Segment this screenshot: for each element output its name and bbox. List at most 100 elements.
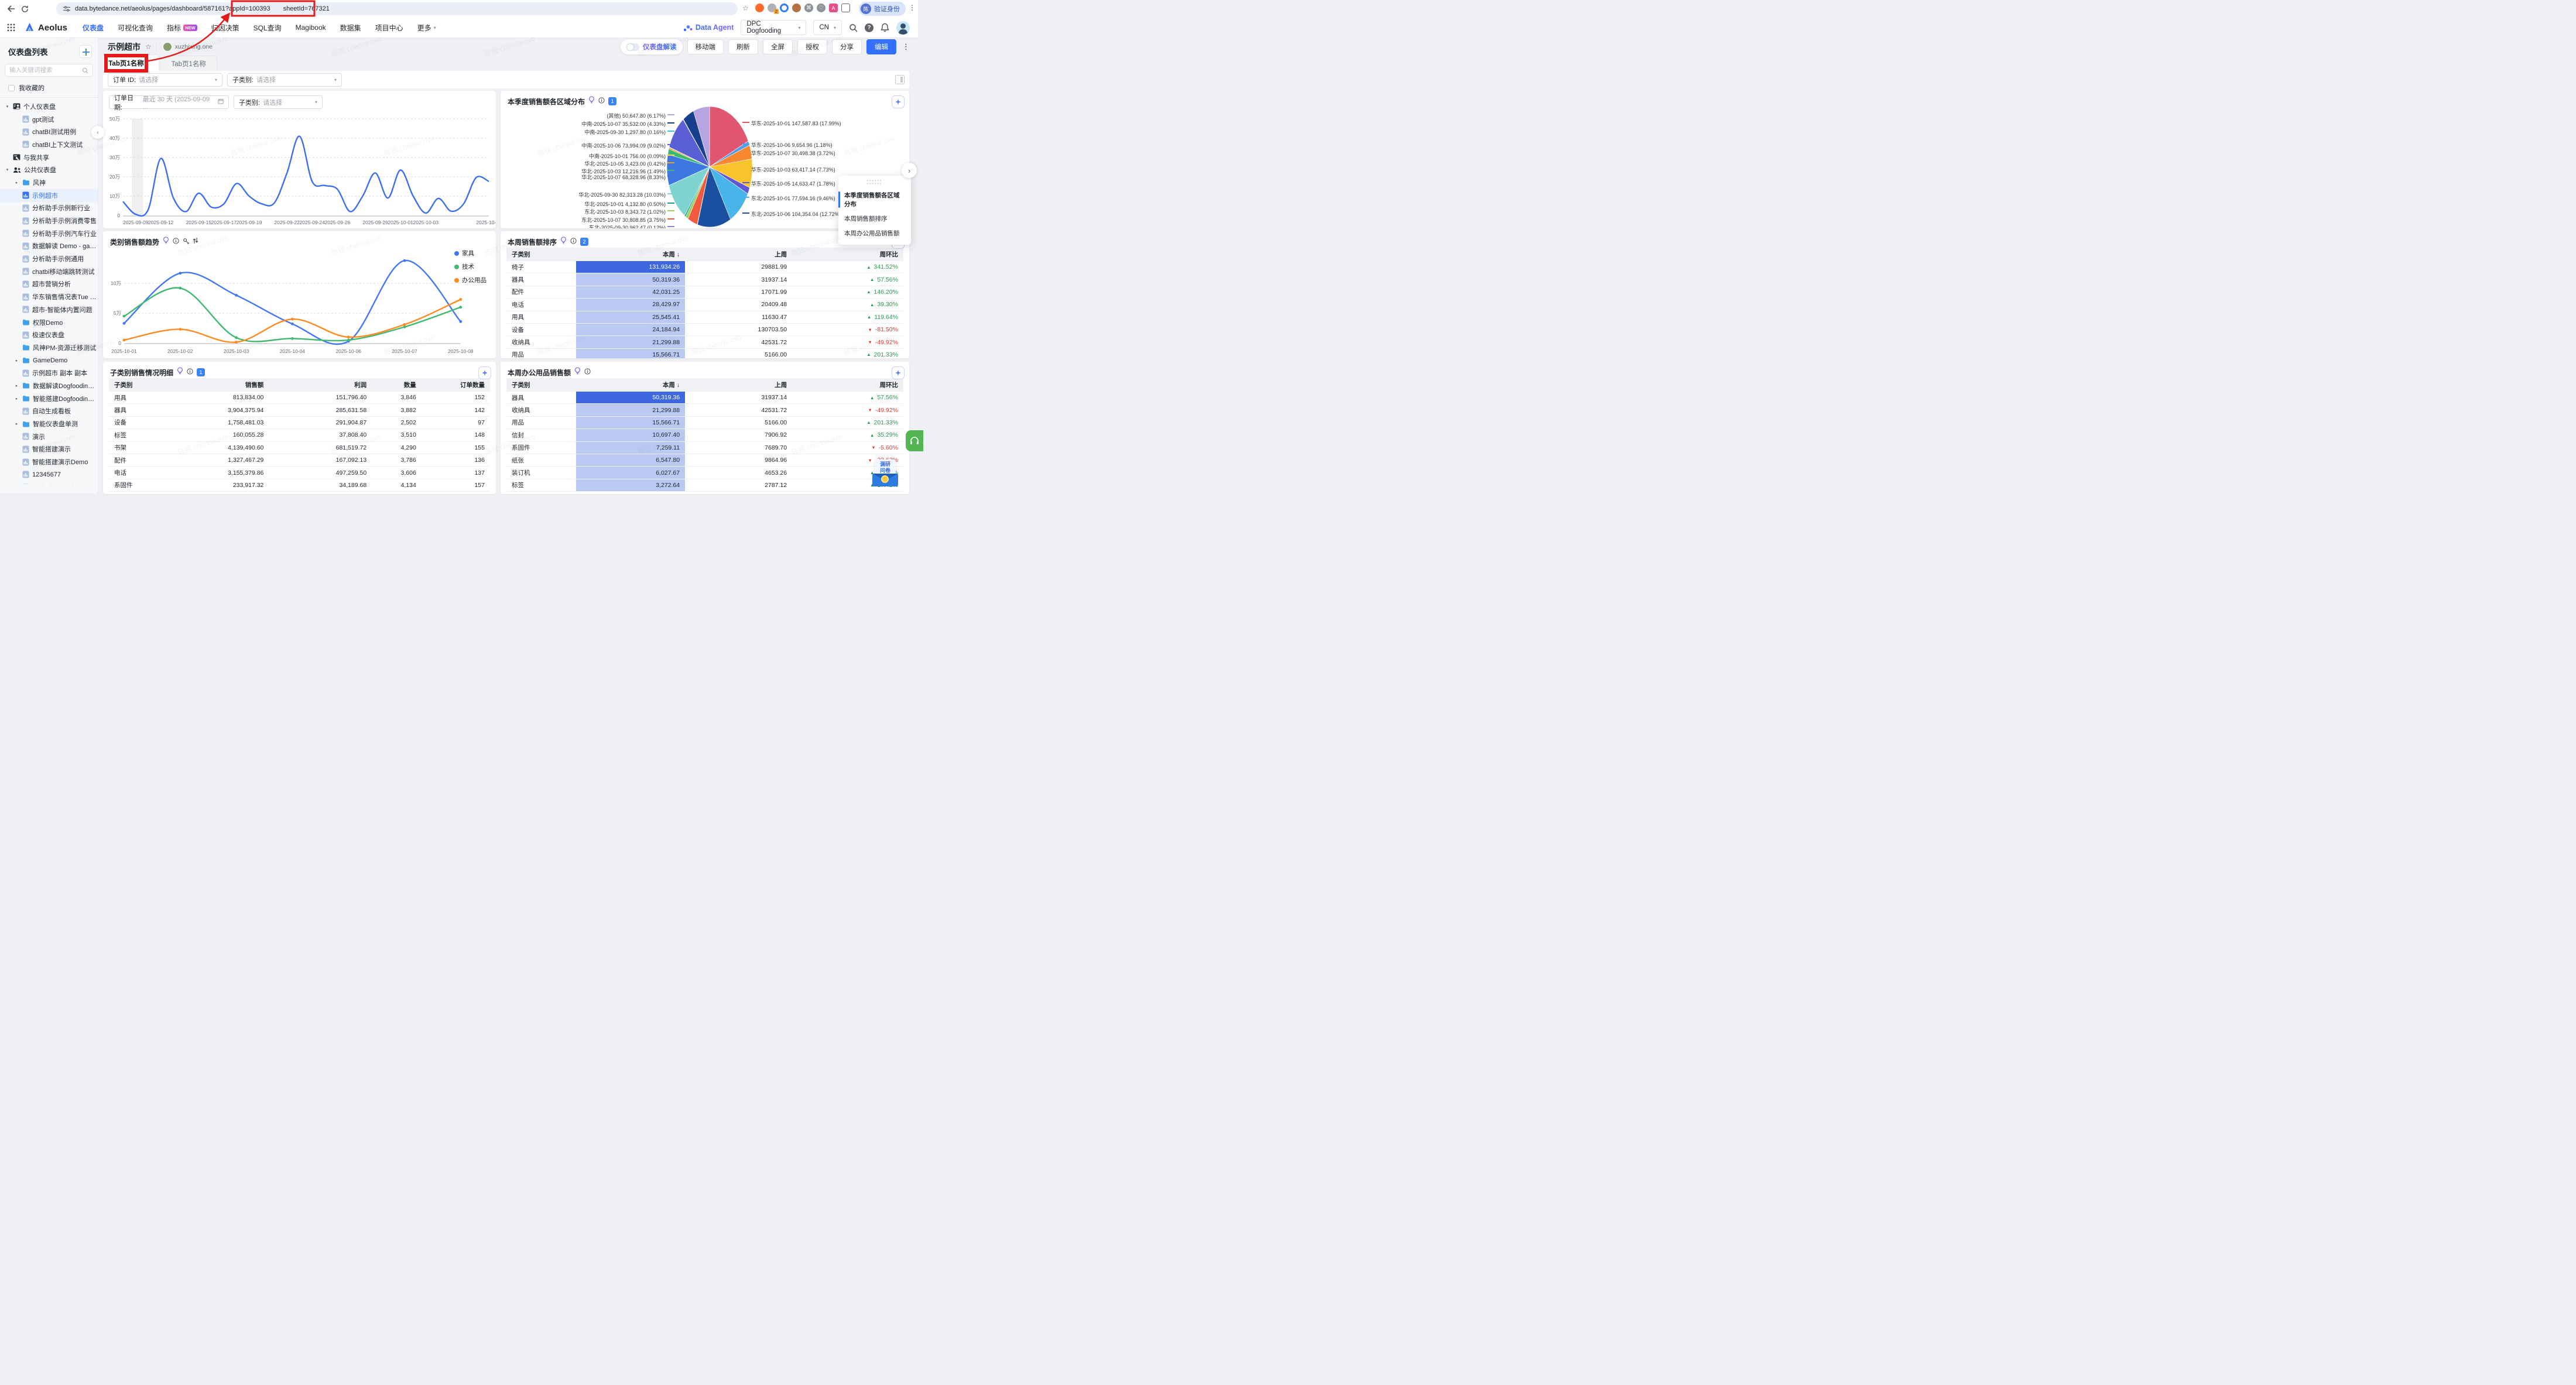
info-icon[interactable] xyxy=(570,236,577,247)
table-row[interactable]: 电话28,429.9720409.48▲39.30% xyxy=(506,299,903,311)
table-row[interactable]: 配件1,327,467.29167,092.133,786136 xyxy=(109,454,490,467)
sidebar-item-自动生成看板[interactable]: 自动生成看板 xyxy=(0,405,98,418)
insight-bulb-icon[interactable] xyxy=(177,367,183,378)
table-row[interactable]: 书架4,139,490.60681,519.724,290155 xyxy=(109,442,490,454)
language-select[interactable]: CN ▾ xyxy=(813,20,842,35)
browser-profile-pill[interactable]: 陈 验证身份 xyxy=(859,2,906,16)
table-row[interactable]: 电话3,155,379.86497,259.503,606137 xyxy=(109,467,490,479)
table-row[interactable]: 器具50,319.3631937.14▲57.56% xyxy=(506,392,903,404)
column-header-子类别[interactable]: 子类别 xyxy=(109,378,159,392)
column-header-周环比[interactable]: 周环比 xyxy=(792,378,903,392)
popover-item-本周办公用品销售额[interactable]: 本周办公用品销售额 xyxy=(838,226,911,241)
column-header-本周 ↓[interactable]: 本周 ↓ xyxy=(576,378,685,392)
sidebar-item-风神PM-资源迁移测试[interactable]: 风神PM-资源迁移测试 xyxy=(0,341,98,354)
tab-2[interactable]: Tab页1名称 xyxy=(160,56,217,71)
comment-badge[interactable]: 2 xyxy=(580,238,588,246)
sidebar-item-智能搭建演示[interactable]: 智能搭建演示 xyxy=(0,443,98,456)
sidebar-item-超市-智能体内置问题[interactable]: 超市-智能体内置问题 xyxy=(0,303,98,316)
clickup-extension-icon[interactable] xyxy=(755,4,764,12)
sidebar-item-分析助手示例汽车行业[interactable]: 分析助手示例汽车行业 xyxy=(0,227,98,240)
workspace-select[interactable]: DPC Dogfooding ▾ xyxy=(741,20,806,35)
table-row[interactable]: 收纳具21,299.8842531.72▼-49.92% xyxy=(506,336,903,348)
column-header-子类别[interactable]: 子类别 xyxy=(506,378,576,392)
office-table[interactable]: 子类别本周 ↓上周周环比器具50,319.3631937.14▲57.56%收纳… xyxy=(506,378,903,492)
sidebar-item-极速仪表盘[interactable]: 极速仪表盘 xyxy=(0,328,98,341)
trend-line-chart[interactable]: 05万10万2025-10-012025-10-022025-10-032025… xyxy=(103,245,496,358)
table-row[interactable]: 标签3,272.642787.12▲17.42% xyxy=(506,479,903,492)
nav-item-更多[interactable]: 更多▾ xyxy=(417,23,436,33)
more-actions-icon[interactable]: ⋮ xyxy=(902,42,910,52)
sidebar-item-chatBI测试用例[interactable]: chatBI测试用例 xyxy=(0,125,98,138)
sidebar-item-智能搭建Dogfooding-202505[interactable]: ▸智能搭建Dogfooding-202505 xyxy=(0,392,98,405)
command-extension-icon[interactable]: ⌘ xyxy=(804,4,813,12)
sidebar-item-华东销售情况表Tue Jun 11 202...[interactable]: 华东销售情况表Tue Jun 11 202... xyxy=(0,290,98,303)
drag-handle-icon[interactable]: •••••••••••• xyxy=(838,180,911,186)
sidebar-item-chatbi移动端跳转测试[interactable]: chatbi移动端跳转测试 xyxy=(0,265,98,278)
nav-item-可视化查询[interactable]: 可视化查询 xyxy=(118,23,153,33)
column-header-本周 ↓[interactable]: 本周 ↓ xyxy=(576,248,685,261)
column-header-上周[interactable]: 上周 xyxy=(685,248,792,261)
dashboard-interpret-toggle[interactable]: 仪表盘解读 xyxy=(621,39,683,54)
nav-item-项目中心[interactable]: 项目中心 xyxy=(375,23,403,33)
ai-explain-icon[interactable] xyxy=(892,366,905,379)
share-button[interactable]: 分享 xyxy=(832,39,862,54)
compare-icon[interactable] xyxy=(193,236,198,247)
sidebar-item-分析助手示例消费零售[interactable]: 分析助手示例消费零售 xyxy=(0,214,98,227)
sidebar-item-风神[interactable]: ▸风神 xyxy=(0,176,98,189)
column-header-数量[interactable]: 数量 xyxy=(372,378,422,392)
sidebar-search[interactable] xyxy=(5,64,93,77)
translate-extension-icon[interactable]: A xyxy=(829,4,838,12)
legend-item-办公用品[interactable]: 办公用品 xyxy=(454,276,487,284)
column-header-销售额[interactable]: 销售额 xyxy=(159,378,269,392)
sidebar-item-解读+归因测试[interactable]: 解读+归因测试 xyxy=(0,481,98,484)
favorite-star-icon[interactable]: ☆ xyxy=(145,43,152,51)
column-header-周环比[interactable]: 周环比 xyxy=(792,248,903,261)
sidebar-item-分析助手示例新行业[interactable]: 分析助手示例新行业 xyxy=(0,202,98,215)
site-settings-icon[interactable] xyxy=(63,5,70,12)
column-header-上周[interactable]: 上周 xyxy=(685,378,792,392)
table-row[interactable]: 用具813,834.00151,796.403,846152 xyxy=(109,392,490,404)
onepassword-extension-icon[interactable] xyxy=(780,4,789,12)
browser-menu-icon[interactable]: ⋮ xyxy=(909,4,916,12)
sidebar-collapse-button[interactable]: ‹ xyxy=(91,126,104,139)
sidebar-item-分析助手示例通用[interactable]: 分析助手示例通用 xyxy=(0,252,98,265)
insight-bulb-icon[interactable] xyxy=(560,236,567,247)
table-row[interactable]: 用品15,566.715166.00▲201.33% xyxy=(506,417,903,429)
table-row[interactable]: 收纳具21,299.8842531.72▼-49.92% xyxy=(506,404,903,416)
favorites-checkbox[interactable] xyxy=(8,85,15,91)
table-row[interactable]: 装订机6,027.674653.26▲29.54% xyxy=(506,467,903,479)
legend-item-技术[interactable]: 技术 xyxy=(454,262,487,271)
table-row[interactable]: 信封10,697.407906.92▲35.29% xyxy=(506,429,903,441)
table-row[interactable]: 系固件233,917.3234,189.684,134157 xyxy=(109,479,490,492)
sidebar-item-数据解读 Demo - ganjintao[interactable]: 数据解读 Demo - ganjintao xyxy=(0,240,98,253)
insight-bulb-icon[interactable] xyxy=(588,96,595,107)
help-icon[interactable]: ? xyxy=(865,23,873,32)
sidebar-item-权限Demo[interactable]: 权限Demo xyxy=(0,316,98,329)
ai-explain-icon[interactable] xyxy=(478,366,491,379)
create-dashboard-button[interactable] xyxy=(79,45,92,58)
info-icon[interactable] xyxy=(187,367,193,378)
nav-item-指标[interactable]: 指标NEW xyxy=(167,23,197,33)
sidebar-item-与我共享[interactable]: 与我共享 xyxy=(0,151,98,164)
refresh-button[interactable]: 刷新 xyxy=(728,39,758,54)
sidebar-item-演示[interactable]: 演示 xyxy=(0,430,98,443)
bookmark-star-icon[interactable]: ☆ xyxy=(742,4,749,12)
url-bar[interactable]: data.bytedance.net/aeolus/pages/dashboar… xyxy=(56,2,738,15)
table-row[interactable]: 配件42,031.2517071.99▲146.20% xyxy=(506,286,903,299)
filter-panel-icon[interactable] xyxy=(895,75,905,84)
sidebar-item-公共仪表盘[interactable]: ▾公共仪表盘 xyxy=(0,163,98,176)
sidebar-item-chatBI上下文测试[interactable]: chatBI上下文测试 xyxy=(0,138,98,151)
nav-item-SQL查询[interactable]: SQL查询 xyxy=(254,23,282,33)
owner-pill[interactable]: xuzhixing.one xyxy=(162,41,217,53)
table-row[interactable]: 椅子131,934.2629881.99▲341.52% xyxy=(506,261,903,273)
user-avatar[interactable] xyxy=(896,21,910,35)
table-row[interactable]: 用具25,545.4111630.47▲119.64% xyxy=(506,311,903,324)
info-icon[interactable] xyxy=(598,96,605,107)
popover-item-本季度销售额各区域分布[interactable]: 本季度销售额各区域分布 xyxy=(838,188,911,211)
table-row[interactable]: 纸张6,547.809864.96▼-33.63% xyxy=(506,454,903,467)
back-icon[interactable] xyxy=(7,5,15,12)
next-page-chevron-button[interactable]: › xyxy=(902,163,917,178)
extensions-puzzle-icon[interactable] xyxy=(841,4,850,12)
detail-table[interactable]: 子类别销售额利润数量订单数量用具813,834.00151,796.403,84… xyxy=(109,378,490,492)
sidebar-item-智能搭建演示Demo[interactable]: 智能搭建演示Demo xyxy=(0,455,98,468)
